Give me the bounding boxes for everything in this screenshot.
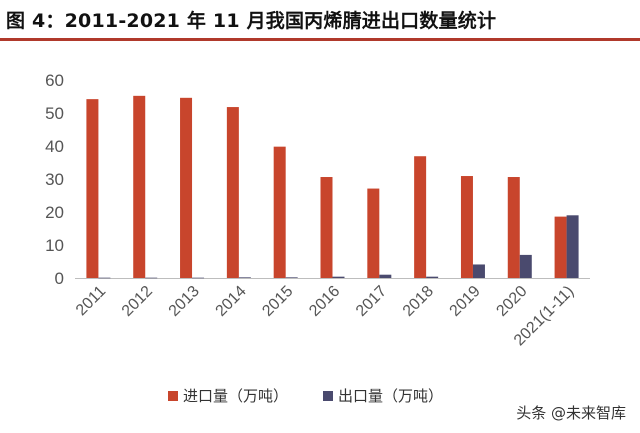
bar-import	[273, 146, 286, 278]
x-tick-label: 2012	[119, 283, 156, 320]
legend-swatch	[323, 391, 333, 401]
bar-export	[472, 264, 485, 278]
bar-import	[86, 99, 99, 278]
bar-import	[226, 107, 239, 278]
x-axis-ticks: 2011 2012 2013 2014 2015 2016 2017 2018 2019 2020…	[73, 283, 578, 350]
bar-export	[192, 277, 205, 279]
bars	[86, 95, 579, 279]
title-divider	[0, 38, 640, 41]
y-tick-label: 50	[45, 104, 64, 123]
y-tick-label: 0	[55, 269, 64, 288]
bar-import	[554, 216, 567, 278]
x-tick-label: 2014	[213, 283, 250, 320]
bar-import	[320, 177, 333, 278]
watermark: 头条 @未来智库	[516, 404, 626, 422]
bar-import	[367, 188, 380, 278]
legend-label: 进口量（万吨）	[183, 387, 288, 405]
bar-import	[414, 156, 427, 278]
legend: 进口量（万吨） 出口量（万吨）	[168, 387, 443, 405]
bar-export	[145, 277, 158, 279]
y-axis-ticks: 0 10 20 30 40 50 60	[45, 71, 64, 288]
bar-export	[238, 277, 251, 278]
x-tick-label: 2016	[306, 283, 343, 320]
bar-export	[566, 215, 579, 278]
bar-export	[332, 276, 345, 278]
legend-item-import: 进口量（万吨）	[168, 387, 288, 405]
y-tick-label: 30	[45, 170, 64, 189]
x-tick-label: 2018	[400, 283, 437, 320]
y-tick-label: 10	[45, 236, 64, 255]
bar-export	[426, 276, 439, 278]
bar-export	[98, 277, 111, 279]
bar-import	[460, 176, 473, 278]
y-tick-label: 40	[45, 137, 64, 156]
bar-import	[180, 97, 193, 278]
bar-export	[519, 254, 532, 278]
x-tick-label: 2015	[259, 283, 296, 320]
legend-item-export: 出口量（万吨）	[323, 387, 443, 405]
legend-label: 出口量（万吨）	[338, 387, 443, 405]
y-tick-label: 60	[45, 71, 64, 90]
x-tick-label: 2020	[493, 283, 530, 320]
x-tick-label: 2013	[166, 283, 203, 320]
figure-title: 图 4：2011-2021 年 11 月我国丙烯腈进出口数量统计	[6, 10, 497, 32]
y-tick-label: 20	[45, 203, 64, 222]
x-tick-label: 2017	[353, 283, 390, 320]
x-tick-label: 2011	[73, 283, 109, 319]
bar-import	[133, 95, 146, 278]
bar-export	[285, 277, 298, 278]
bar-import	[507, 177, 520, 278]
bar-export	[379, 274, 392, 278]
x-tick-label: 2019	[447, 283, 484, 320]
legend-swatch	[168, 391, 178, 401]
